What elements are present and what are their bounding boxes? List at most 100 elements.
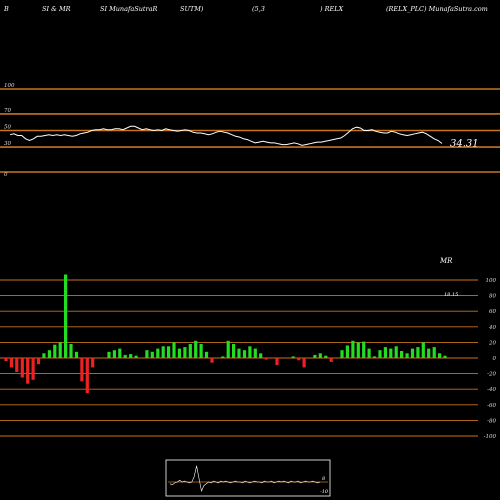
mrsi-bar <box>91 358 95 368</box>
rsi-tick-label: 100 <box>4 83 15 89</box>
mrsi-bar <box>85 358 89 394</box>
mrsi-bar <box>275 358 279 365</box>
mrsi-bar <box>410 348 415 358</box>
mrsi-bar <box>36 358 41 365</box>
mrsi-bar <box>20 358 24 378</box>
mrsi-bar <box>248 346 252 358</box>
mrsi-bar <box>167 346 171 358</box>
mrsi-bar <box>405 353 409 358</box>
mrsi-bar <box>177 348 181 358</box>
mrsi-tick-label: -20 <box>487 372 496 378</box>
mrsi-bar <box>194 340 198 358</box>
mrsi-bar <box>427 348 431 358</box>
mrsi-tick-label: 100 <box>486 278 497 284</box>
mrsi-bar <box>112 350 116 358</box>
mrsi-bar <box>329 358 333 362</box>
mrsi-bar <box>199 344 203 358</box>
header-segment: ) RELX <box>319 5 344 13</box>
mrsi-bar <box>291 356 295 358</box>
mrsi-bar <box>259 353 263 358</box>
mrsi-bar <box>226 340 230 358</box>
mrsi-bar <box>383 347 387 358</box>
mrsi-bar <box>107 351 111 358</box>
mrsi-bar <box>123 354 127 358</box>
mrsi-tick-label: 40 <box>488 325 496 331</box>
mrsi-bar <box>237 348 241 358</box>
mrsi-bar <box>129 354 133 358</box>
mrsi-bar <box>188 344 192 358</box>
mrsi-bar <box>400 351 404 358</box>
header-segment: (RELX_PLC) MunafaSutra.com <box>386 5 488 13</box>
header-segment: B <box>3 5 9 13</box>
mrsi-bar <box>31 358 35 380</box>
header-text: B SI & MR SI MunafaSutraR SUTM) (5,3 ) RELX (R… <box>3 5 488 13</box>
mini-panel: 8 -10 <box>165 459 331 497</box>
mrsi-bar <box>118 348 122 358</box>
mrsi-tick-label: 60 <box>489 309 496 315</box>
mrsi-bar <box>351 340 355 358</box>
mrsi-bar <box>134 355 138 358</box>
mrsi-bar <box>356 342 360 358</box>
mrsi-bar <box>324 355 328 358</box>
mrsi-bar <box>150 351 154 358</box>
mrsi-tick-label: 20 <box>488 340 496 346</box>
mrsi-bar <box>26 358 30 384</box>
rsi-tick-label: 0 <box>4 172 8 178</box>
rsi-tick-label: 70 <box>4 108 11 114</box>
header-segment: (5,3 <box>252 5 265 13</box>
mini-panel-frame <box>165 459 331 497</box>
mrsi-bar <box>58 342 62 358</box>
mrsi-bar <box>340 350 344 358</box>
mrsi-bar <box>221 356 225 358</box>
mrsi-bar <box>42 353 46 358</box>
mrsi-bar <box>367 348 371 358</box>
mrsi-bar <box>264 358 268 360</box>
mrsi-tick-label: 80 <box>489 294 496 300</box>
rsi-last-value: 34.31 <box>450 139 479 150</box>
mrsi-bar <box>345 345 349 358</box>
rsi-tick-label: 50 <box>4 125 11 131</box>
mrsi-bar <box>253 348 257 358</box>
mrsi-bar <box>389 348 393 358</box>
mrsi-bar <box>378 350 382 358</box>
header-segment: SUTM) <box>180 5 204 13</box>
mrsi-value-label: 18.15 <box>444 292 458 298</box>
mrsi-bar <box>421 342 425 358</box>
rsi-tick-label: 30 <box>4 141 11 147</box>
mrsi-bar <box>47 350 51 358</box>
mrsi-bar <box>204 351 209 358</box>
mini-line <box>169 465 321 492</box>
mrsi-bar <box>313 354 317 358</box>
mrsi-bar <box>74 351 79 358</box>
mrsi-bar <box>242 350 247 358</box>
mrsi-tick-label: -100 <box>484 434 497 440</box>
mrsi-bar <box>183 347 187 358</box>
mrsi-tick-label: -60 <box>487 403 496 409</box>
mrsi-bar <box>64 274 68 358</box>
mrsi-bar <box>318 353 322 358</box>
mrsi-tick-label: -80 <box>487 418 496 424</box>
mrsi-bar <box>80 358 84 382</box>
mrsi-tick-label: -40 <box>487 387 496 393</box>
mrsi-bar <box>232 344 236 358</box>
mrsi-bar <box>438 353 442 358</box>
mrsi-bar <box>172 342 176 358</box>
mrsi-bar <box>9 358 13 368</box>
mrsi-bar <box>372 356 377 358</box>
header-segment: SI MunafaSutraR <box>100 5 158 13</box>
mrsi-bar <box>297 358 301 361</box>
mrsi-bar <box>69 344 73 358</box>
header-segment: SI & MR <box>42 5 71 13</box>
mini-tick-label: 8 <box>322 476 325 482</box>
mrsi-bar <box>15 358 19 372</box>
mrsi-bar <box>416 347 420 358</box>
mini-tick-label: -10 <box>320 489 329 495</box>
mrsi-bar <box>4 358 8 362</box>
mrsi-bar <box>432 347 436 358</box>
mrsi-bar <box>362 341 366 358</box>
mrsi-bar <box>210 358 214 363</box>
rsi-line <box>9 125 443 146</box>
mrsi-title: MR <box>439 257 453 265</box>
